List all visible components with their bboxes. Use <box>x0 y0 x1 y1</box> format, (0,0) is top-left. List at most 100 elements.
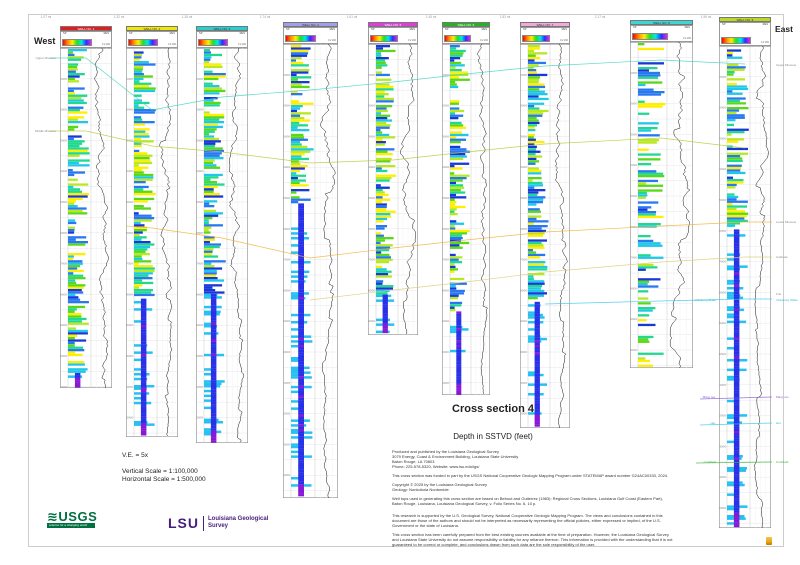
well-name-bar: WELL NO. 7 <box>520 22 570 27</box>
svg-text:-3000: -3000 <box>719 136 726 140</box>
svg-text:-3000: -3000 <box>520 134 527 138</box>
svg-text:-6000: -6000 <box>368 227 375 231</box>
well-column: WELL NO. 6 SP RES 0.2 200 -1000 -2000 -3000 -40… <box>440 22 491 396</box>
svg-text:-5000: -5000 <box>630 194 637 198</box>
svg-text:-3000: -3000 <box>60 138 67 142</box>
well-log-track: -1000 -2000 -3000 -4000 -5000 -6000 -7000 -8000… <box>194 47 249 443</box>
credits-block: Produced and published by the Louisiana … <box>392 449 776 547</box>
lsu-logo: LSU Louisiana Geological Survey <box>168 515 268 531</box>
well-name-bar: WELL NO. 1 <box>60 26 112 31</box>
svg-text:-5000: -5000 <box>368 196 375 200</box>
color-scale-bar <box>198 39 228 46</box>
lsu-org-line1: Louisiana Geological <box>208 516 269 522</box>
svg-text:-3000: -3000 <box>283 134 290 138</box>
horizon-label: Cockfield <box>703 460 716 464</box>
svg-text:-9000: -9000 <box>196 323 203 327</box>
svg-text:-7000: -7000 <box>442 258 449 262</box>
color-scale-bar <box>632 33 668 40</box>
track-label-left: SP <box>633 26 637 29</box>
track-label-right: RES <box>409 28 415 31</box>
well-log-header: SP RES 0.2 200 <box>126 30 178 48</box>
well-log-svg: -1000 -2000 -3000 -4000 -5000 -6000 -7000 -8000… <box>281 43 339 499</box>
credits-paragraph: This cross section was funded in part by… <box>392 473 669 478</box>
svg-text:-6000: -6000 <box>126 231 133 235</box>
svg-text:-1000: -1000 <box>719 75 726 79</box>
well-log-svg: -1000 -2000 -3000 -4000 -5000 -6000 -7000 -8000… <box>124 47 179 437</box>
svg-text:-1000: -1000 <box>126 77 133 81</box>
svg-text:-10000: -10000 <box>442 350 449 354</box>
track-scale-values: 0.2 200 <box>168 42 176 46</box>
horizon-label: Anahuac <box>776 255 788 259</box>
svg-text:-8000: -8000 <box>196 292 203 296</box>
horizon-label: Marg. tex. <box>776 395 790 399</box>
track-label-left: SP <box>199 32 203 35</box>
svg-text:-2000: -2000 <box>283 104 290 108</box>
horizon-label: Het. <box>710 421 716 425</box>
svg-text:-11000: -11000 <box>442 381 449 385</box>
svg-text:-12000: -12000 <box>196 416 203 420</box>
track-label-right: RES <box>169 32 175 35</box>
svg-text:-6000: -6000 <box>520 227 527 231</box>
scale-block: V.E. = 5x Vertical Scale = 1:100,000 Hor… <box>122 452 206 483</box>
well-log-track: -1000 -2000 -3000 -4000 -5000 -6000 -7000 -8000… <box>518 43 571 429</box>
svg-text:-11000: -11000 <box>719 383 726 387</box>
horizon-label: Marg. tex. <box>702 395 716 399</box>
svg-text:-8000: -8000 <box>368 288 375 292</box>
distance-label: 1.32 mi <box>113 15 125 19</box>
well-log-svg: -1000 -2000 -3000 -4000 -5000 -6000 -7000 -8000… <box>518 43 571 429</box>
well-log-header: SP RES 0.2 200 <box>520 26 570 44</box>
horizon-label: Het. <box>776 421 782 425</box>
svg-text:-12000: -12000 <box>283 412 290 416</box>
svg-text:-7000: -7000 <box>126 262 133 266</box>
lsu-logo-text: LSU <box>168 515 199 531</box>
svg-text:-12000: -12000 <box>126 416 133 420</box>
usgs-wave-icon: ≋ <box>47 509 59 524</box>
svg-text:-4000: -4000 <box>719 167 726 171</box>
well-log-track: -1000 -2000 -3000 -4000 -5000 -6000 -7000 -8000… <box>440 43 491 396</box>
well-log-svg: -1000 -2000 -3000 -4000 -5000 -6000 -7000 -8000… <box>628 41 694 369</box>
color-scale-bar <box>370 35 399 42</box>
svg-text:-11000: -11000 <box>520 381 527 385</box>
svg-text:-7000: -7000 <box>520 258 527 262</box>
svg-text:-9000: -9000 <box>442 319 449 323</box>
svg-text:-1000: -1000 <box>520 73 527 77</box>
track-scale-values: 0.2 200 <box>328 38 336 42</box>
svg-text:-10000: -10000 <box>630 348 637 352</box>
credits-paragraph: This cross section has been carefully pr… <box>392 532 673 547</box>
svg-text:-1000: -1000 <box>60 77 67 81</box>
horizon-label: Upper Miocene <box>35 56 56 60</box>
svg-text:-4000: -4000 <box>283 165 290 169</box>
svg-text:-10000: -10000 <box>719 352 726 356</box>
svg-text:-4000: -4000 <box>60 169 67 173</box>
svg-text:-9000: -9000 <box>283 319 290 323</box>
track-label-right: RES <box>103 32 109 35</box>
distance-label: 1.74 mi <box>259 15 271 19</box>
svg-text:-1000: -1000 <box>630 71 637 75</box>
well-log-track: -1000 -2000 -3000 -4000 -5000 -6000 -7000 -8000… <box>281 43 339 499</box>
svg-text:-9000: -9000 <box>126 323 133 327</box>
well-log-track: -1000 -2000 -3000 -4000 -5000 -6000 -7000 -8000… <box>58 47 113 389</box>
svg-text:-8000: -8000 <box>520 288 527 292</box>
svg-text:-2000: -2000 <box>60 108 67 112</box>
well-name-bar: WELL NO. 9 <box>719 17 771 22</box>
svg-text:-9000: -9000 <box>630 317 637 321</box>
track-label-right: RES <box>684 26 690 29</box>
svg-text:-13000: -13000 <box>283 442 290 446</box>
horizon-label: Upper Miocene <box>776 63 797 67</box>
svg-text:-3000: -3000 <box>368 134 375 138</box>
svg-text:-14000: -14000 <box>283 473 290 477</box>
svg-text:-8000: -8000 <box>630 286 637 290</box>
distance-label: 1.96 mi <box>700 15 712 19</box>
svg-text:-8000: -8000 <box>719 290 726 294</box>
west-label: West <box>34 36 56 46</box>
svg-text:-5000: -5000 <box>719 198 726 202</box>
svg-text:-4000: -4000 <box>630 163 637 167</box>
svg-text:-2000: -2000 <box>368 104 375 108</box>
horizon-label: Vicksburg Shale <box>776 298 798 302</box>
svg-text:-7000: -7000 <box>196 262 203 266</box>
svg-text:-5000: -5000 <box>196 200 203 204</box>
color-scale-bar <box>285 35 317 42</box>
svg-text:-1000: -1000 <box>283 73 290 77</box>
well-column: WELL NO. 8 SP RES 0.2 200 -1000 -2000 -3000 -40… <box>628 20 694 369</box>
